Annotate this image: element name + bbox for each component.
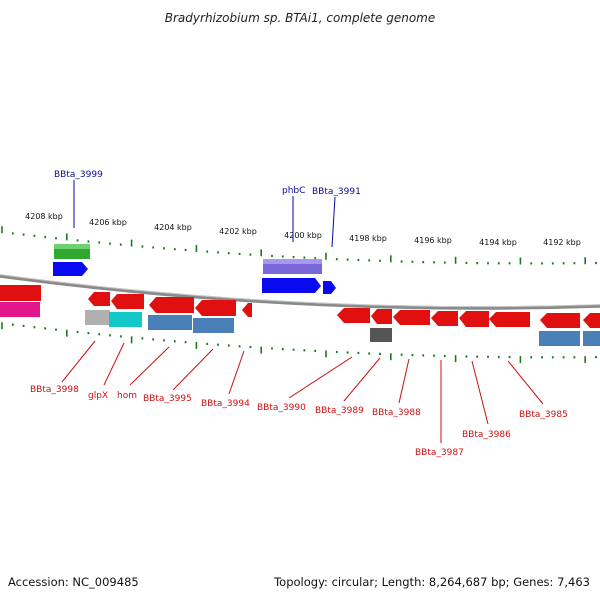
leader-line (103, 342, 125, 386)
gene-arrow-red[interactable] (88, 292, 110, 306)
gene-arrow-red[interactable] (393, 310, 430, 325)
ruler-label: 4204 kbp (154, 223, 192, 232)
upper-genes (53, 244, 336, 294)
ruler-label: 4200 kbp (284, 231, 322, 240)
gene-block-steel[interactable] (539, 331, 580, 346)
lower-labels: BBta_3998 glpX hom BBta_3995 BBta_3994 B… (30, 340, 568, 458)
gene-bbta-3995[interactable] (148, 315, 192, 330)
gene-bbta-3991[interactable] (262, 278, 321, 293)
upper-labels: BBta_3999 phbC BBta_3991 (54, 170, 361, 248)
label-bbta-3998: BBta_3998 (30, 385, 79, 395)
leader-line (288, 356, 353, 399)
gene-arrow-pink[interactable] (0, 302, 40, 317)
leader-line (507, 360, 544, 405)
lower-scale-ticks (1, 322, 597, 364)
leader-line (228, 350, 245, 395)
gene-arrow-red-small[interactable] (242, 303, 252, 317)
summary-text: Topology: circular; Length: 8,264,687 bp… (273, 575, 590, 589)
gene-arrow-red[interactable] (583, 313, 600, 328)
label-bbta-3988: BBta_3988 (372, 408, 421, 418)
ruler-label: 4196 kbp (414, 236, 452, 245)
gene-arrow-red[interactable] (540, 313, 580, 328)
ruler-label: 4194 kbp (479, 238, 517, 247)
gene-block-steel[interactable] (583, 331, 600, 346)
label-glpx: glpX (88, 391, 108, 401)
gene-arrow-blue[interactable] (53, 262, 88, 276)
leader-line (172, 348, 214, 391)
label-bbta-3987: BBta_3987 (415, 448, 464, 458)
ruler-label: 4202 kbp (219, 227, 257, 236)
leader-line (331, 196, 336, 248)
leader-line (129, 346, 170, 386)
gene-hom[interactable] (109, 312, 142, 327)
gene-arrow-red[interactable] (459, 311, 489, 327)
gene-bbta-3989[interactable] (370, 328, 392, 342)
label-bbta-3985: BBta_3985 (519, 410, 568, 420)
leader-line (61, 340, 96, 383)
gene-arrow-red[interactable] (371, 309, 392, 324)
label-bbta-3990: BBta_3990 (257, 403, 306, 413)
lower-genes (85, 292, 600, 346)
gene-bbta-3994[interactable] (193, 318, 234, 333)
label-bbta-3989: BBta_3989 (315, 406, 364, 416)
ruler-label: 4198 kbp (349, 234, 387, 243)
upper-scale-ticks (1, 226, 597, 265)
leader-line (343, 357, 381, 402)
label-hom: hom (117, 391, 137, 401)
gene-arrow-red[interactable] (337, 308, 370, 323)
ruler-label: 4208 kbp (25, 212, 63, 221)
leader-line (398, 358, 410, 404)
gene-arrow-red[interactable] (111, 294, 144, 309)
label-bbta-3986: BBta_3986 (462, 430, 511, 440)
label-bbta-3999: BBta_3999 (54, 170, 103, 180)
genome-backbone (0, 274, 600, 310)
gene-arrow-red[interactable] (0, 285, 41, 301)
label-bbta-3991: BBta_3991 (312, 187, 361, 197)
gene-arrow-blue-small[interactable] (323, 281, 336, 294)
label-bbta-3995: BBta_3995 (143, 394, 192, 404)
page-title: Bradyrhizobium sp. BTAi1, complete genom… (165, 11, 435, 25)
position-ruler: 4208 kbp 4206 kbp 4204 kbp 4202 kbp 4200… (25, 212, 581, 247)
gene-glpx[interactable] (85, 310, 110, 325)
genome-backbone-highlight (0, 274, 600, 308)
gene-arrow-red[interactable] (149, 297, 194, 313)
ruler-label: 4206 kbp (89, 218, 127, 227)
accession-text: Accession: NC_009485 (8, 575, 139, 589)
ruler-label: 4192 kbp (543, 238, 581, 247)
gene-phbc-highlight (263, 259, 322, 264)
label-phbc: phbC (282, 186, 305, 196)
label-bbta-3994: BBta_3994 (201, 399, 250, 409)
leader-line (471, 360, 489, 425)
gene-arrow-red[interactable] (195, 300, 236, 316)
edge-genes-left (0, 285, 41, 317)
gene-bbta-3999-highlight (54, 244, 90, 249)
gene-arrow-red[interactable] (489, 312, 530, 327)
gene-arrow-red[interactable] (431, 311, 458, 326)
